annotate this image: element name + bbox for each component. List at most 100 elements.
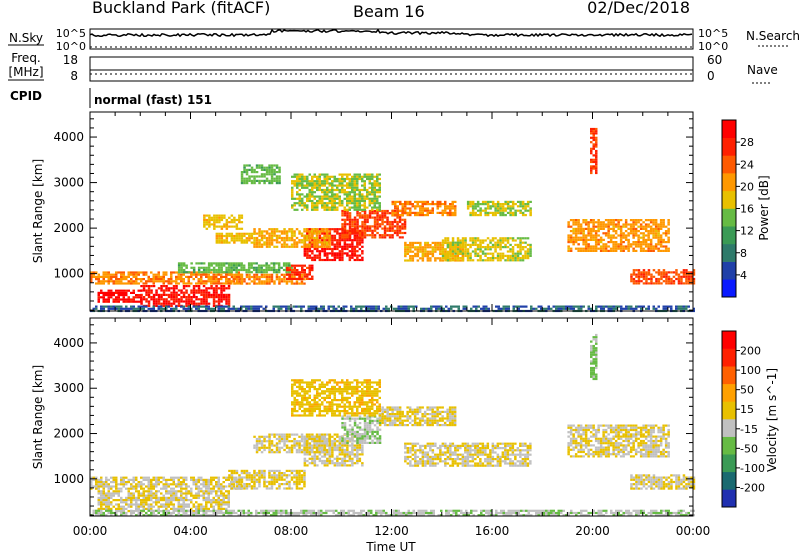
- power-pixel: [260, 166, 264, 169]
- power-pixel: [253, 177, 256, 180]
- power-pixel: [419, 205, 422, 208]
- power-pixel: [115, 275, 118, 278]
- power-pixel: [182, 282, 185, 285]
- velocity-pixel: [162, 487, 165, 490]
- power-pixel: [321, 204, 324, 207]
- power-pixel: [291, 182, 294, 185]
- power-pixel: [619, 230, 623, 233]
- power-pixel: [102, 271, 105, 274]
- power-pixel: [512, 305, 515, 308]
- power-pixel: [373, 193, 376, 196]
- power-pixel: [318, 230, 321, 233]
- power-pixel: [247, 264, 251, 267]
- power-pixel: [592, 249, 595, 252]
- power-pixel: [645, 280, 648, 283]
- power-pixel: [424, 255, 427, 258]
- power-pixel: [617, 219, 620, 222]
- power-pixel: [509, 248, 512, 251]
- power-pixel: [182, 293, 186, 296]
- power-pixel: [341, 250, 344, 253]
- power-pixel: [142, 282, 145, 285]
- velocity-pixel: [172, 478, 175, 481]
- power-pixel: [612, 236, 615, 239]
- power-pixel: [521, 214, 525, 217]
- power-pixel: [286, 266, 289, 269]
- power-pixel: [373, 227, 377, 230]
- power-pixel: [419, 207, 422, 210]
- power-pixel: [303, 250, 307, 253]
- velocity-pixel: [117, 503, 120, 506]
- power-pixel: [649, 219, 653, 222]
- power-pixel: [649, 243, 653, 246]
- power-pixel: [599, 227, 603, 230]
- power-pixel: [363, 173, 366, 176]
- velocity-pixel: [187, 503, 190, 506]
- power-pixel: [278, 182, 281, 185]
- power-pixel: [421, 252, 425, 255]
- power-pixel: [381, 214, 384, 217]
- power-pixel: [441, 250, 445, 253]
- power-pixel: [291, 197, 294, 200]
- power-pixel: [152, 307, 155, 310]
- power-pixel: [230, 239, 234, 242]
- velocity-pixel: [147, 503, 150, 506]
- power-pixel: [341, 218, 344, 221]
- power-y-ticklabel: 3000: [53, 176, 84, 190]
- power-pixel: [441, 257, 445, 260]
- power-pixel: [202, 268, 206, 272]
- power-pixel: [381, 234, 384, 237]
- velocity-pixel: [102, 483, 105, 486]
- velocity-pixel: [145, 485, 148, 488]
- power-pixel: [398, 218, 402, 221]
- power-pixel: [165, 305, 168, 308]
- power-pixel: [258, 243, 261, 246]
- power-pixel: [273, 239, 276, 242]
- power-pixel: [406, 259, 410, 262]
- power-pixel: [320, 228, 324, 231]
- power-pixel: [127, 300, 130, 303]
- power-pixel: [283, 243, 286, 246]
- power-pixel: [252, 307, 255, 310]
- power-pixel: [654, 232, 658, 235]
- power-pixel: [682, 275, 686, 278]
- velocity-pixel: [105, 481, 108, 484]
- velocity-pixel: [142, 487, 145, 490]
- power-pixel: [358, 216, 362, 219]
- power-pixel: [409, 255, 412, 258]
- power-pixel: [212, 298, 216, 301]
- power-pixel: [280, 278, 284, 281]
- power-pixel: [480, 307, 483, 310]
- power-pixel: [466, 205, 470, 208]
- velocity-pixel: [115, 485, 118, 488]
- power-pixel: [361, 193, 364, 196]
- power-pixel: [293, 202, 296, 205]
- power-pixel: [624, 234, 628, 237]
- power-pixel: [687, 273, 691, 276]
- power-pixel: [290, 236, 294, 240]
- power-pixel: [474, 207, 477, 210]
- velocity-pixel: [175, 485, 178, 488]
- power-pixel: [454, 248, 457, 251]
- power-pixel: [602, 221, 605, 224]
- power-pixel: [351, 252, 354, 255]
- velocity-pixel: [175, 490, 178, 493]
- power-pixel: [270, 236, 274, 240]
- power-pixel: [484, 200, 487, 203]
- power-pixel: [396, 234, 399, 237]
- power-pixel: [351, 220, 354, 224]
- power-pixel: [393, 229, 397, 232]
- power-pixel: [519, 257, 522, 260]
- power-pixel: [302, 305, 305, 308]
- power-pixel: [622, 234, 625, 237]
- power-pixel: [400, 305, 403, 308]
- power-pixel: [132, 291, 135, 294]
- velocity-pixel: [115, 483, 118, 486]
- power-pixel: [165, 307, 168, 310]
- power-pixel: [238, 232, 241, 235]
- power-pixel: [230, 307, 233, 310]
- power-pixel: [363, 236, 367, 239]
- power-pixel: [501, 203, 505, 206]
- velocity-pixel: [102, 501, 105, 504]
- power-pixel: [127, 271, 130, 274]
- power-pixel: [130, 278, 133, 281]
